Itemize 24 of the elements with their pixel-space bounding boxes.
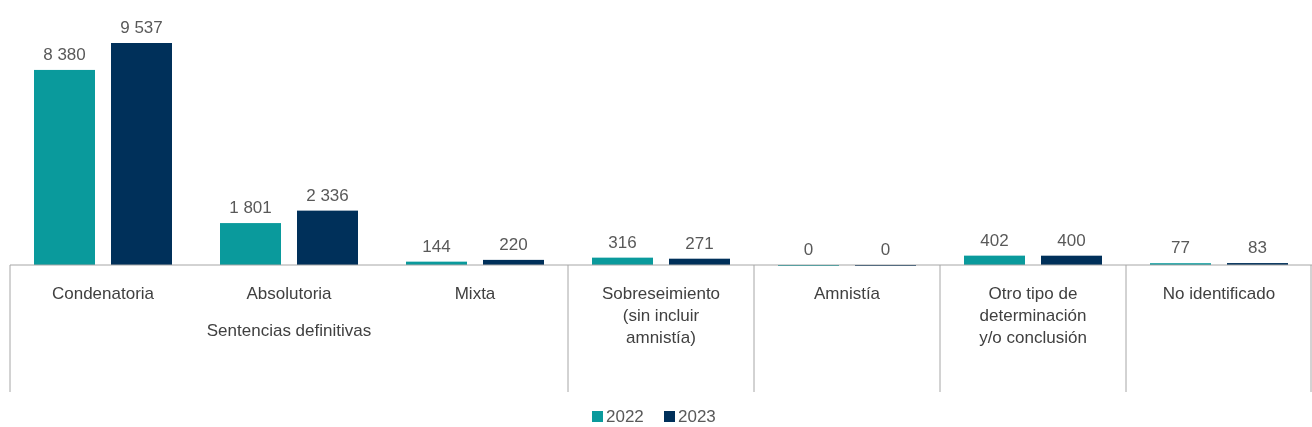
x-tick-label: Condenatoria (51, 284, 155, 303)
data-label: 400 (1057, 230, 1086, 250)
data-label: 402 (980, 230, 1009, 250)
data-label: 83 (1248, 238, 1267, 258)
data-label: 271 (685, 233, 714, 253)
legend-label: 2022 (606, 407, 644, 426)
data-label: 77 (1171, 238, 1190, 258)
text: Sentencias definitivas (206, 321, 372, 340)
x-tick-label: Amnistía (813, 284, 881, 303)
data-label: 316 (608, 232, 637, 252)
data-label: 1 801 (229, 198, 272, 218)
data-label: 2 336 (306, 185, 349, 205)
data-label: 0 (803, 240, 814, 259)
data-label: 9 537 (120, 18, 163, 37)
legend-label: 2023 (678, 407, 716, 426)
data-label: 220 (499, 234, 528, 254)
x-tick-label: No identificado (1162, 284, 1276, 303)
x-tick-label: Mixta (454, 284, 496, 303)
data-label: 0 (880, 240, 891, 259)
data-label: 144 (422, 236, 451, 256)
data-label: 8 380 (43, 44, 86, 64)
x-tick-label: Absolutoria (246, 284, 333, 303)
x-tick-label: Sobreseimiento (sin incluir amnistía) (601, 284, 721, 347)
x-tick-label: Otro tipo de determinación y/o conclusión (979, 284, 1087, 347)
